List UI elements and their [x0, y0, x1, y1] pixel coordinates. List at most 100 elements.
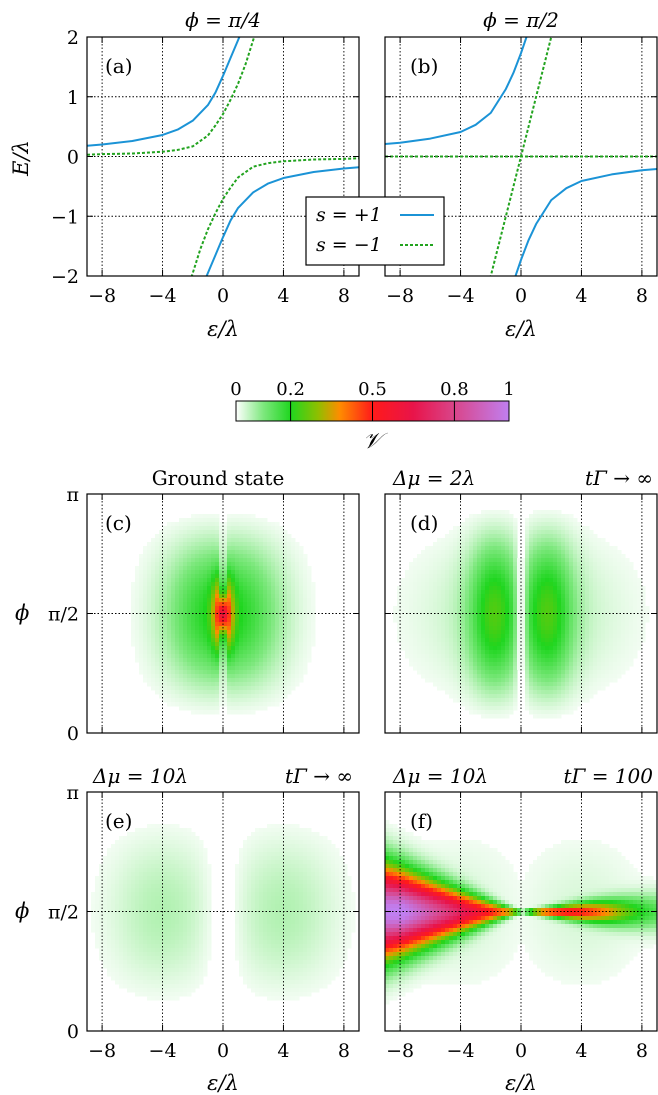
heat-cell: [553, 526, 558, 531]
heat-cell: [179, 586, 184, 591]
heat-cell: [211, 590, 216, 595]
heat-cell: [287, 674, 292, 679]
heat-cell: [469, 710, 474, 715]
heat-cell: [251, 578, 256, 583]
heat-cell: [283, 606, 288, 611]
heat-cell: [601, 550, 606, 555]
heat-cell: [291, 674, 296, 679]
heat-cell: [191, 526, 196, 531]
heat-cell: [513, 594, 518, 599]
heat-cell: [429, 606, 434, 611]
heat-cell: [429, 582, 434, 587]
heat-cell: [263, 654, 268, 659]
colorbar: 0 0.2 0.5 0.8 1 𝒱: [230, 379, 514, 454]
heat-cell: [255, 586, 260, 591]
heat-cell: [235, 694, 240, 699]
heat-cell: [279, 654, 284, 659]
heat-cell: [401, 634, 406, 639]
heat-cell: [135, 618, 140, 623]
heat-cell: [605, 674, 610, 679]
heat-cell: [287, 634, 292, 639]
heat-cell: [585, 658, 590, 663]
heat-cell: [465, 698, 470, 703]
heat-cell: [267, 598, 272, 603]
heat-cell: [617, 670, 622, 675]
heat-cell: [191, 546, 196, 551]
heat-cell: [255, 598, 260, 603]
heat-cell: [397, 610, 402, 615]
heat-cell: [437, 646, 442, 651]
heat-cell: [497, 634, 502, 639]
heat-cell: [449, 646, 454, 651]
heat-cell: [219, 610, 224, 615]
heat-cell: [417, 654, 422, 659]
heat-cell: [585, 630, 590, 635]
heat-cell: [171, 582, 176, 587]
heat-cell: [263, 840, 268, 845]
heat-cell: [255, 662, 260, 667]
heat-cell: [271, 586, 276, 591]
heat-cell: [279, 606, 284, 611]
heat-cell: [485, 710, 490, 715]
heat-cell: [525, 582, 530, 587]
heat-cell: [509, 566, 514, 571]
heat-cell: [211, 622, 216, 627]
heat-cell: [151, 558, 156, 563]
heat-cell: [259, 836, 264, 841]
heat-cell: [573, 594, 578, 599]
heat-cell: [481, 706, 486, 711]
heat-cell: [465, 654, 470, 659]
heat-cell: [303, 558, 308, 563]
heat-cell: [283, 662, 288, 667]
heat-cell: [147, 852, 152, 857]
heat-cell: [577, 522, 582, 527]
heat-cell: [553, 566, 558, 571]
heat-cell: [219, 566, 224, 571]
heat-cell: [593, 678, 598, 683]
heat-cell: [473, 550, 478, 555]
heat-cell: [171, 654, 176, 659]
heat-cell: [589, 626, 594, 631]
ylabel-c: ϕ: [15, 601, 29, 625]
heat-cell: [585, 650, 590, 655]
heat-cell: [243, 706, 248, 711]
heat-cell: [143, 558, 148, 563]
heat-cell: [223, 526, 228, 531]
heat-cell: [175, 522, 180, 527]
heat-cell: [421, 666, 426, 671]
heat-cell: [199, 852, 204, 857]
x-tick-label: 4: [277, 285, 289, 307]
heat-cell: [207, 582, 212, 587]
heat-cell: [199, 618, 204, 623]
heat-cell: [275, 690, 280, 695]
heat-cell: [215, 566, 220, 571]
heat-cell: [521, 666, 526, 671]
heat-cell: [147, 562, 152, 567]
heat-cell: [457, 594, 462, 599]
heat-cell: [613, 618, 618, 623]
heat-cell: [223, 618, 228, 623]
heat-cell: [259, 618, 264, 623]
heat-cell: [255, 674, 260, 679]
heat-cell: [287, 578, 292, 583]
heat-cell: [271, 690, 276, 695]
heat-cell: [429, 650, 434, 655]
heat-cell: [131, 610, 136, 615]
heat-cell: [167, 702, 172, 707]
heat-cell: [541, 598, 546, 603]
heat-cell: [335, 848, 340, 853]
heat-cell: [151, 836, 156, 841]
heat-cell: [529, 658, 534, 663]
heat-cell: [163, 582, 168, 587]
heat-cell: [159, 658, 164, 663]
heat-cell: [231, 590, 236, 595]
heat-cell: [147, 840, 152, 845]
heat-cell: [441, 598, 446, 603]
heat-cell: [259, 666, 264, 671]
heat-cell: [533, 638, 538, 643]
heat-cell: [493, 590, 498, 595]
heat-cell: [397, 598, 402, 603]
heat-cell: [489, 610, 494, 615]
heat-cell: [501, 666, 506, 671]
heatmap-d: [393, 510, 650, 719]
